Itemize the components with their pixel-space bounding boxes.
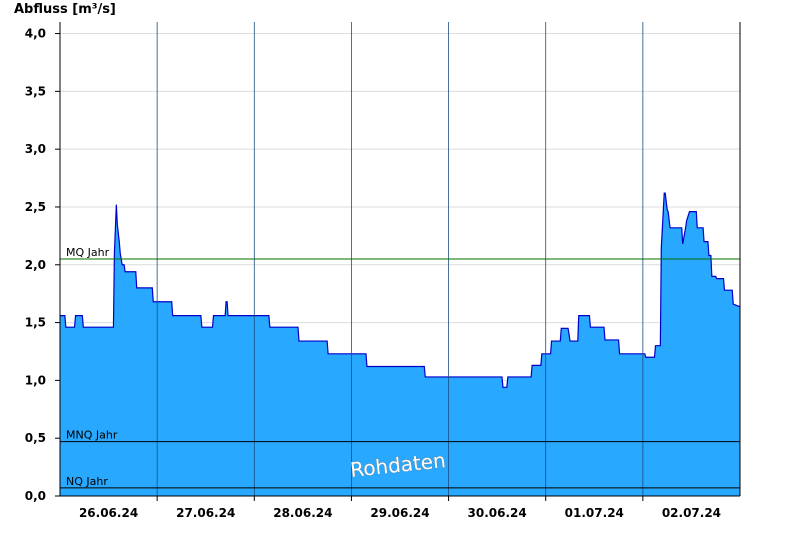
xtick-label-5: 01.07.24 <box>565 506 624 520</box>
x-ticks: 26.06.24 27.06.24 28.06.24 29.06.24 30.06.24… <box>79 496 721 520</box>
ytick-label-5: 2,5 <box>25 200 46 214</box>
y-ticks: 0,0 0,5 1,0 1,5 2,0 2,5 3,0 3,5 4,0 <box>25 27 60 503</box>
ytick-label-2: 1,0 <box>25 373 46 387</box>
xtick-label-4: 30.06.24 <box>468 506 527 520</box>
ytick-label-0: 0,0 <box>25 489 46 503</box>
ref-label-1: MNQ Jahr <box>66 429 118 442</box>
discharge-area <box>60 193 740 496</box>
xtick-label-6: 02.07.24 <box>662 506 721 520</box>
xtick-label-3: 29.06.24 <box>370 506 429 520</box>
ytick-label-1: 0,5 <box>25 431 46 445</box>
ref-label-0: MQ Jahr <box>66 246 110 259</box>
reference-lines: MQ Jahr MNQ Jahr NQ Jahr <box>60 246 740 489</box>
y-axis-label: Abfluss [m³/s] <box>14 2 116 17</box>
axes <box>59 22 741 497</box>
discharge-line <box>60 192 740 388</box>
ytick-label-7: 3,5 <box>25 84 46 98</box>
ytick-label-8: 4,0 <box>25 27 46 41</box>
ytick-label-6: 3,0 <box>25 142 46 156</box>
ytick-label-3: 1,5 <box>25 316 46 330</box>
xtick-label-0: 26.06.24 <box>79 506 138 520</box>
ytick-label-4: 2,0 <box>25 258 46 272</box>
discharge-series <box>60 192 740 496</box>
xtick-label-2: 28.06.24 <box>273 506 332 520</box>
ref-label-2: NQ Jahr <box>66 475 108 488</box>
xtick-label-1: 27.06.24 <box>176 506 235 520</box>
